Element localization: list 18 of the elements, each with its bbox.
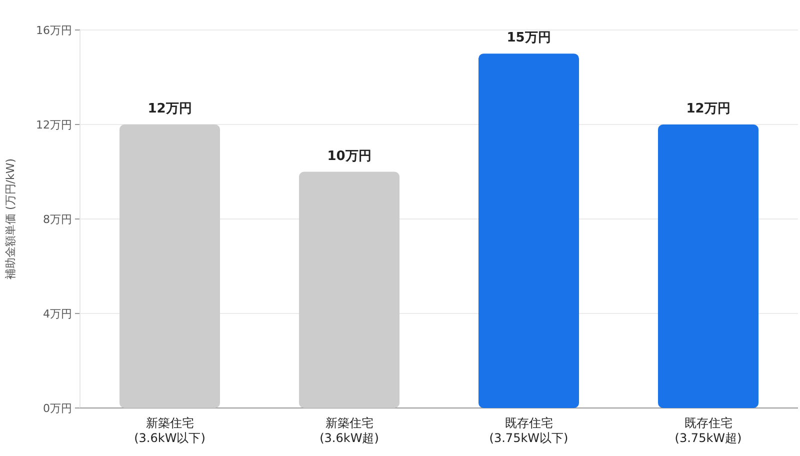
- data-label: 12万円: [148, 102, 192, 116]
- y-tick-label: 12万円: [36, 118, 72, 132]
- bar: [298, 172, 400, 408]
- x-tick-label: 既存住宅 (3.75kW超): [674, 416, 742, 445]
- y-tick-label: 16万円: [36, 24, 72, 37]
- y-tick-label: 4万円: [43, 308, 72, 320]
- x-tick-label: 既存住宅 (3.75kW以下): [489, 416, 568, 445]
- y-tick-label: 8万円: [43, 213, 72, 226]
- data-label: 10万円: [327, 148, 372, 164]
- bar: [119, 124, 220, 408]
- bar: [478, 54, 580, 408]
- bar: [658, 124, 759, 408]
- x-tick-label: 新築住宅 (3.6kW超): [320, 416, 379, 445]
- data-label: 15万円: [506, 30, 551, 46]
- x-tick-label: 新築住宅 (3.6kW以下): [134, 416, 206, 445]
- y-axis-title: 補助金額単価 (万円/kW): [4, 158, 17, 280]
- y-tick-label: 0万円: [43, 402, 72, 415]
- data-label: 12万円: [686, 102, 730, 116]
